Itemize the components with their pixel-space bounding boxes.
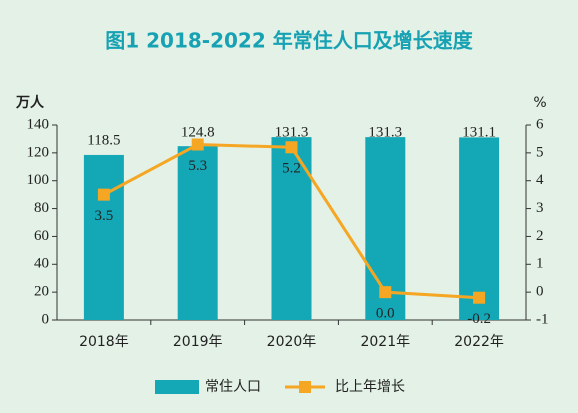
- line-marker: [473, 291, 486, 304]
- line-marker: [285, 141, 298, 154]
- y2-tick-label: 6: [536, 116, 544, 132]
- x-tick-label: 2019年: [173, 334, 223, 350]
- y2-tick-label: -1: [536, 311, 549, 327]
- legend-label: 比上年增长: [335, 379, 405, 395]
- y2-tick-label: 3: [536, 200, 544, 216]
- bar-value-label: 131.3: [368, 124, 402, 140]
- y2-tick-label: 5: [536, 144, 544, 160]
- y-tick-label: 20: [34, 284, 49, 300]
- y-axis-label: 万人: [15, 94, 45, 111]
- bar-value-label: 131.1: [462, 124, 496, 140]
- y2-tick-label: 1: [536, 256, 544, 272]
- y-tick-label: 40: [34, 256, 49, 272]
- y-tick-label: 100: [27, 172, 50, 188]
- line-value-label: 3.5: [95, 208, 114, 224]
- legend-swatch: [299, 381, 311, 393]
- y2-axis-label: %: [533, 95, 546, 111]
- y-tick-label: 60: [34, 228, 49, 244]
- y2-tick-label: 0: [536, 284, 544, 300]
- x-tick-label: 2022年: [454, 334, 504, 350]
- line-value-label: 5.3: [188, 158, 207, 174]
- y2-tick-label: 4: [536, 172, 544, 188]
- legend-label: 常住人口: [205, 379, 261, 395]
- y-tick-label: 140: [27, 116, 50, 132]
- line-value-label: 5.2: [282, 161, 301, 177]
- bar: [177, 146, 218, 320]
- line-value-label: 0.0: [376, 306, 395, 322]
- x-tick-label: 2021年: [360, 334, 410, 350]
- bar-value-label: 124.8: [181, 124, 215, 140]
- bar: [459, 137, 500, 320]
- bar-value-label: 131.3: [275, 124, 309, 140]
- line-value-label: -0.2: [467, 311, 491, 327]
- bar: [83, 154, 124, 320]
- y-tick-label: 0: [42, 311, 50, 327]
- chart-title: 图1 2018-2022 年常住人口及增长速度: [105, 29, 473, 53]
- legend-swatch: [155, 380, 199, 394]
- bar-value-label: 118.5: [87, 132, 120, 148]
- y-tick-label: 80: [34, 200, 49, 216]
- line-marker: [191, 138, 204, 151]
- x-tick-label: 2020年: [267, 334, 317, 350]
- line-marker: [379, 286, 392, 299]
- x-tick-label: 2018年: [79, 334, 129, 350]
- y2-tick-label: 2: [536, 228, 544, 244]
- line-marker: [97, 188, 110, 201]
- y-tick-label: 120: [27, 144, 50, 160]
